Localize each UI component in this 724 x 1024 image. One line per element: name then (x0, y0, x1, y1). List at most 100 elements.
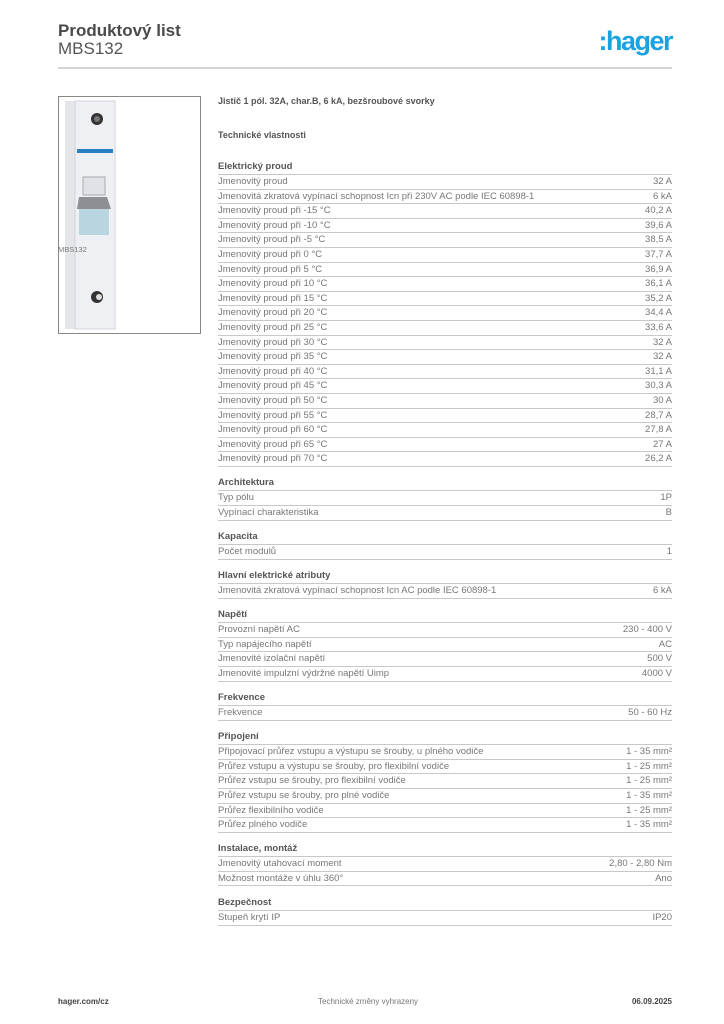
spec-label: Jmenovité impulzní výdržné napětí Uimp (218, 668, 390, 680)
footer-website[interactable]: hager.com/cz (58, 997, 109, 1006)
spec-row: Jmenovitý proud při 40 °C 31,1 A (218, 365, 672, 380)
spec-row: Jmenovitý proud při -5 °C 38,5 A (218, 233, 672, 248)
spec-value: B (665, 506, 672, 518)
spec-label: Průřez vstupu se šrouby, pro flexibilní … (218, 775, 406, 787)
spec-row: Jmenovité impulzní výdržné napětí Uimp 40… (218, 667, 672, 682)
spec-row: Jmenovitý proud při 5 °C 36,9 A (218, 263, 672, 278)
spec-row: Průřez vstupu a výstupu se šrouby, pro f… (218, 760, 672, 775)
spec-row: Jmenovitý proud 32 A (218, 175, 672, 190)
spec-label: Průřez vstupu a výstupu se šrouby, pro f… (218, 760, 450, 772)
spec-value: 40,2 A (645, 205, 672, 217)
spec-row: Jmenovitý proud při 10 °C 36,1 A (218, 277, 672, 292)
spec-value: 500 V (647, 653, 672, 665)
spec-section: Hlavní elektrické atributy Jmenovitá zkra… (218, 569, 672, 599)
spec-value: 1 (666, 546, 672, 558)
spec-value: 4000 V (641, 668, 672, 680)
spec-row: Jmenovitý proud při -10 °C 39,6 A (218, 219, 672, 234)
spec-value: 27,8 A (645, 424, 672, 436)
spec-label: Vypínací charakteristika (218, 506, 319, 518)
spec-label: Jmenovitý proud při 15 °C (218, 292, 328, 304)
spec-row: Vypínací charakteristika B (218, 506, 672, 521)
spec-label: Jmenovitý proud při 50 °C (218, 394, 328, 406)
product-code: MBS132 (58, 39, 124, 58)
spec-row: Jmenovité izolační napětí 500 V (218, 652, 672, 668)
spec-value: 50 - 60 Hz (628, 707, 672, 719)
spec-label: Typ napájecího napětí (218, 638, 312, 650)
spec-row: Jmenovitý proud při 15 °C 35,2 A (218, 292, 672, 307)
spec-value: 1 - 35 mm² (626, 819, 672, 831)
spec-label: Jmenovitý proud při -5 °C (218, 234, 326, 246)
spec-label: Jmenovitý proud při -15 °C (218, 205, 331, 217)
spec-value: 36,9 A (645, 263, 672, 275)
spec-row: Jmenovitý proud při 50 °C 30 A (218, 394, 672, 409)
spec-label: Jmenovitý proud při 5 °C (218, 263, 323, 275)
spec-row: Jmenovitá zkratová vypínací schopnost Ic… (218, 190, 672, 205)
spec-label: Připojovací průřez vstupu a výstupu se š… (218, 746, 484, 758)
spec-row: Průřez vstupu se šrouby, pro plné vodiče… (218, 789, 672, 804)
spec-sections: Elektrický proud Jmenovitý proud 32 A Jmeno… (218, 160, 672, 926)
spec-row: Typ napájecího napětí AC (218, 638, 672, 653)
section-title: Elektrický proud (218, 160, 672, 175)
spec-value: 26,2 A (645, 453, 672, 465)
spec-label: Počet modulů (218, 546, 277, 558)
section-title: Napětí (218, 608, 672, 624)
spec-label: Jmenovitá zkratová vypínací schopnost Ic… (218, 190, 535, 202)
spec-section: Elektrický proud Jmenovitý proud 32 A Jmeno… (218, 160, 672, 467)
spec-value: IP20 (652, 911, 672, 923)
spec-value: 1 - 25 mm² (626, 775, 672, 787)
spec-value: 1 - 35 mm² (626, 746, 672, 758)
spec-row: Jmenovitý proud při 25 °C 33,6 A (218, 321, 672, 336)
spec-row: Jmenovitý proud při 20 °C 34,4 A (218, 306, 672, 321)
spec-value: 34,4 A (645, 307, 672, 319)
footer-date: 06.09.2025 (631, 997, 672, 1006)
spec-value: AC (658, 638, 672, 650)
image-caption: MBS132 (58, 245, 87, 254)
spec-label: Jmenovitý proud při 10 °C (218, 278, 328, 290)
header-divider (58, 67, 672, 69)
spec-label: Jmenovitý proud při 35 °C (218, 351, 328, 363)
product-name: Jistič 1 pól. 32A, char.B, 6 kA, bezšrou… (218, 96, 435, 106)
spec-label: Frekvence (218, 707, 263, 719)
spec-value: 6 kA (652, 585, 672, 597)
spec-label: Průřez plného vodiče (218, 819, 308, 831)
spec-row: Stupeň krytí IP IP20 (218, 911, 672, 926)
spec-row: Jmenovitý proud při 60 °C 27,8 A (218, 423, 672, 438)
hager-logo: :hager (598, 26, 673, 56)
footer-note: Technické změny vyhrazeny (318, 997, 419, 1006)
spec-label: Jmenovitý proud při 25 °C (218, 321, 328, 333)
spec-value: 31,1 A (645, 365, 672, 377)
spec-label: Jmenovitý proud při 65 °C (218, 438, 328, 450)
spec-section: Instalace, montáž Jmenovitý utahovací mom… (218, 842, 672, 887)
spec-value: 35,2 A (645, 292, 672, 304)
spec-value: 30 A (652, 394, 672, 406)
spec-label: Jmenovitý proud při 55 °C (218, 409, 328, 421)
spec-row: Frekvence 50 - 60 Hz (218, 706, 672, 721)
page-title: Produktový list (58, 21, 181, 40)
section-title: Architektura (218, 476, 672, 492)
spec-label: Jmenovité izolační napětí (218, 653, 326, 665)
spec-value: 30,3 A (645, 380, 672, 392)
spec-label: Jmenovitý proud při -10 °C (218, 219, 331, 231)
spec-section: Připojení Připojovací průřez vstupu a výs… (218, 730, 672, 833)
spec-row: Jmenovitý proud při 30 °C 32 A (218, 336, 672, 351)
spec-row: Jmenovitý proud při 70 °C 26,2 A (218, 452, 672, 467)
spec-row: Průřez plného vodiče 1 - 35 mm² (218, 818, 672, 833)
spec-label: Jmenovitý proud při 20 °C (218, 307, 328, 319)
spec-section: Architektura Typ pólu 1P Vypínací charakter… (218, 476, 672, 521)
spec-label: Jmenovitý proud při 40 °C (218, 365, 328, 377)
spec-value: 32 A (652, 176, 672, 187)
spec-label: Jmenovitá zkratová vypínací schopnost Ic… (218, 585, 497, 597)
spec-value: 36,1 A (645, 278, 672, 290)
spec-value: 1P (660, 492, 672, 504)
spec-section: Napětí Provozní napětí AC 230 - 400 V Typ n… (218, 608, 672, 682)
tech-title: Technické vlastnosti (218, 130, 306, 140)
spec-row: Provozní napětí AC 230 - 400 V (218, 623, 672, 638)
spec-value: 32 A (652, 336, 672, 348)
spec-row: Typ pólu 1P (218, 491, 672, 506)
spec-label: Typ pólu (218, 492, 254, 504)
section-title: Bezpečnost (218, 896, 672, 911)
section-title: Připojení (218, 730, 672, 746)
spec-section: Frekvence Frekvence 50 - 60 Hz (218, 691, 672, 721)
spec-value: 37,7 A (645, 248, 672, 260)
section-title: Hlavní elektrické atributy (218, 569, 672, 585)
